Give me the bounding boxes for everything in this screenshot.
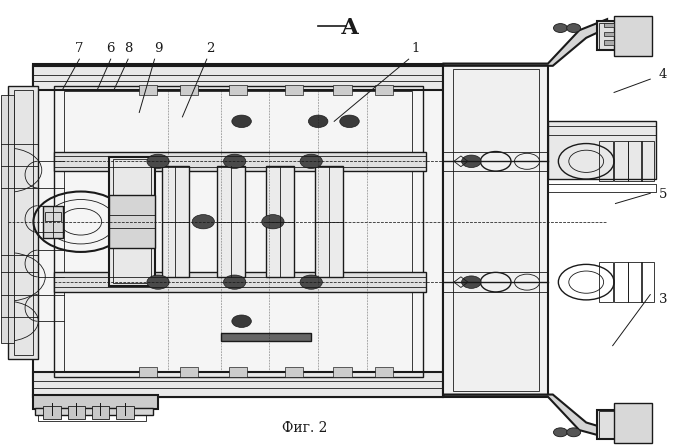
Bar [43, 206, 63, 238]
Bar [452, 69, 539, 392]
Text: 2: 2 [206, 42, 215, 55]
Bar [605, 23, 614, 27]
Text: 6: 6 [106, 42, 115, 55]
Bar [599, 411, 647, 438]
Bar [138, 367, 157, 377]
Bar [43, 405, 61, 419]
Circle shape [262, 215, 284, 229]
Circle shape [554, 428, 568, 437]
Circle shape [461, 155, 481, 168]
Text: 7: 7 [75, 42, 84, 55]
Bar [161, 166, 189, 277]
Circle shape [232, 315, 252, 328]
Bar [33, 395, 158, 409]
Polygon shape [443, 395, 607, 438]
Bar [68, 405, 85, 419]
Bar [284, 367, 303, 377]
Bar [54, 152, 426, 171]
Bar [109, 194, 154, 248]
Text: 9: 9 [154, 42, 162, 55]
Bar [605, 32, 614, 36]
Circle shape [567, 24, 581, 33]
Bar [64, 91, 412, 371]
Bar [375, 367, 394, 377]
Bar [375, 85, 394, 95]
Text: 8: 8 [124, 42, 132, 55]
Bar [597, 21, 649, 50]
Circle shape [224, 154, 246, 169]
Bar [628, 141, 642, 181]
Text: Фиг. 2: Фиг. 2 [282, 421, 327, 434]
Bar [548, 121, 656, 179]
Bar [599, 141, 612, 181]
Bar [640, 141, 654, 181]
Bar [333, 367, 352, 377]
Bar [33, 66, 443, 90]
Bar [8, 86, 38, 359]
Circle shape [147, 154, 169, 169]
Circle shape [461, 276, 481, 288]
Text: А: А [340, 17, 359, 39]
Bar [614, 141, 628, 181]
Circle shape [300, 154, 322, 169]
Bar [109, 157, 154, 286]
Bar [614, 262, 628, 302]
Bar [605, 41, 614, 45]
Bar [443, 63, 548, 397]
Circle shape [340, 115, 359, 127]
Bar [35, 408, 153, 415]
Bar [315, 166, 343, 277]
Bar [229, 367, 247, 377]
Bar [116, 405, 134, 419]
Text: 1: 1 [412, 42, 420, 55]
Bar [333, 85, 352, 95]
Bar [284, 85, 303, 95]
Bar [221, 333, 311, 341]
Bar [640, 262, 654, 302]
Bar [33, 372, 443, 397]
Bar [229, 85, 247, 95]
Bar [138, 85, 157, 95]
Bar [266, 166, 294, 277]
Text: 4: 4 [658, 68, 667, 81]
Circle shape [554, 24, 568, 33]
Bar [599, 262, 612, 302]
Bar [628, 262, 642, 302]
Bar [614, 403, 652, 443]
Bar [14, 90, 33, 354]
Circle shape [567, 428, 581, 437]
Bar [38, 414, 145, 421]
Bar [597, 410, 649, 439]
Bar [113, 159, 151, 283]
Bar [1, 95, 14, 343]
Circle shape [224, 275, 246, 289]
Bar [217, 166, 245, 277]
Bar [614, 16, 652, 55]
Circle shape [300, 275, 322, 289]
Text: 3: 3 [658, 292, 667, 305]
Bar [54, 272, 426, 292]
Circle shape [147, 275, 169, 289]
Bar [599, 23, 647, 49]
Circle shape [232, 115, 252, 127]
Bar [54, 86, 423, 377]
Circle shape [308, 115, 328, 127]
Bar [92, 405, 109, 419]
Bar [33, 63, 443, 397]
Polygon shape [443, 19, 607, 66]
Bar [180, 85, 199, 95]
Bar [180, 367, 199, 377]
Circle shape [192, 215, 215, 229]
Text: 5: 5 [658, 188, 667, 201]
Bar [45, 211, 61, 221]
